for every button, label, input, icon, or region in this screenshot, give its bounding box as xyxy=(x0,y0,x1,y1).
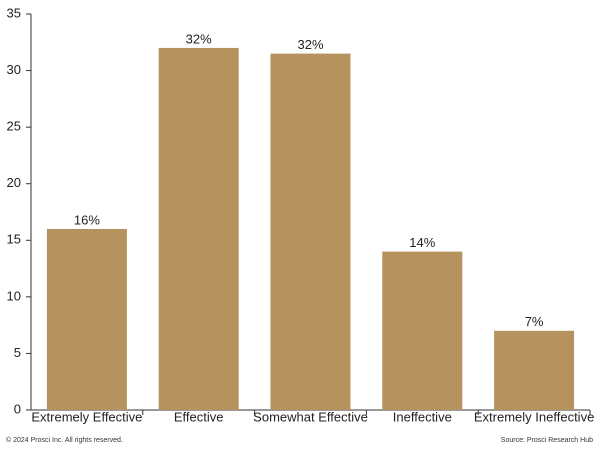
y-tick-label: 15 xyxy=(7,232,21,247)
y-tick-label: 25 xyxy=(7,119,21,134)
x-tick-label: Extremely Effective xyxy=(31,409,142,424)
y-tick-label: 20 xyxy=(7,175,21,190)
y-tick-label: 0 xyxy=(14,401,21,416)
x-tick-label: Ineffective xyxy=(393,409,452,424)
bar xyxy=(494,330,575,410)
x-tick-label: Somewhat Effective xyxy=(253,409,368,424)
value-label: 32% xyxy=(186,31,212,46)
value-label: 16% xyxy=(74,212,100,227)
y-tick-label: 30 xyxy=(7,62,21,77)
bar xyxy=(270,53,351,410)
x-tick-label: Effective xyxy=(174,409,224,424)
bar xyxy=(382,251,463,410)
bar xyxy=(158,47,239,410)
x-tick-label: Extremely Ineffective xyxy=(474,409,594,424)
footer-right: Source: Prosci Research Hub xyxy=(501,437,593,444)
value-label: 14% xyxy=(409,235,435,250)
y-tick-label: 35 xyxy=(7,5,21,20)
y-tick-label: 10 xyxy=(7,288,21,303)
y-tick-label: 5 xyxy=(14,345,21,360)
footer-left: © 2024 Prosci Inc. All rights reserved. xyxy=(6,436,123,444)
value-label: 7% xyxy=(525,314,544,329)
value-label: 32% xyxy=(297,37,323,52)
bar xyxy=(46,228,127,410)
